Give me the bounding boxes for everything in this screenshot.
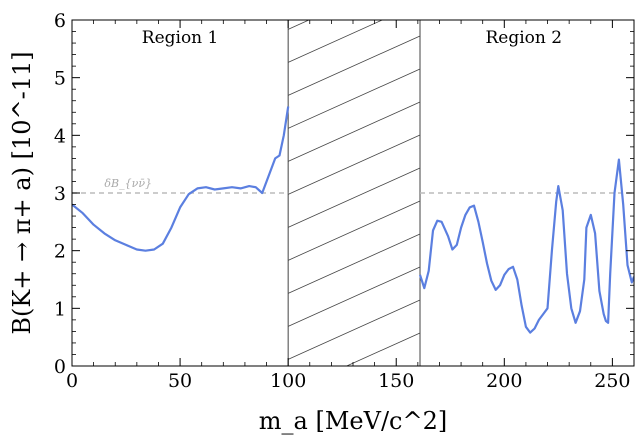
series-line bbox=[72, 106, 290, 252]
hatch-line bbox=[288, 299, 421, 360]
ticks-group: 0 50 100 150 200 250 0 1 2 3 4 5 6 bbox=[54, 10, 634, 392]
x-tick-label: 50 bbox=[168, 370, 192, 392]
hatch-line bbox=[288, 233, 421, 294]
hatch-line bbox=[288, 20, 384, 63]
region-2-label: Region 2 bbox=[485, 28, 562, 48]
y-tick-label: 1 bbox=[54, 298, 66, 320]
x-tick-label: 100 bbox=[270, 370, 306, 392]
reference-line-label: δB_{νν̄} bbox=[104, 177, 152, 190]
hatch-line bbox=[288, 35, 421, 96]
hatch-line bbox=[345, 332, 421, 366]
hatch-line bbox=[288, 134, 421, 195]
y-tick-label: 6 bbox=[54, 10, 66, 32]
x-tick-label: 150 bbox=[378, 370, 414, 392]
hatch-line bbox=[288, 68, 421, 129]
hatch-line bbox=[288, 200, 421, 261]
y-tick-label: 0 bbox=[54, 356, 66, 378]
excluded-mass-band bbox=[287, 20, 421, 366]
hatch-line bbox=[288, 167, 421, 228]
x-tick-label: 0 bbox=[66, 370, 78, 392]
x-tick-label: 250 bbox=[594, 370, 630, 392]
excluded-band-area bbox=[288, 20, 421, 366]
hatch-line bbox=[288, 266, 421, 327]
y-tick-label: 3 bbox=[54, 183, 66, 205]
hatch-line bbox=[288, 101, 421, 162]
series-group bbox=[72, 106, 634, 334]
band-hatching bbox=[288, 20, 421, 366]
series-line bbox=[418, 158, 634, 334]
x-axis-label: m_a [MeV/c^2] bbox=[259, 407, 447, 435]
y-tick-label: 2 bbox=[54, 241, 66, 263]
region-1-label: Region 1 bbox=[142, 28, 219, 48]
y-tick-label: 5 bbox=[54, 68, 66, 90]
x-tick-label: 200 bbox=[486, 370, 522, 392]
y-tick-label: 4 bbox=[54, 125, 66, 147]
y-axis-label: B(K+ → π+ a) [10^-11] bbox=[8, 51, 36, 334]
